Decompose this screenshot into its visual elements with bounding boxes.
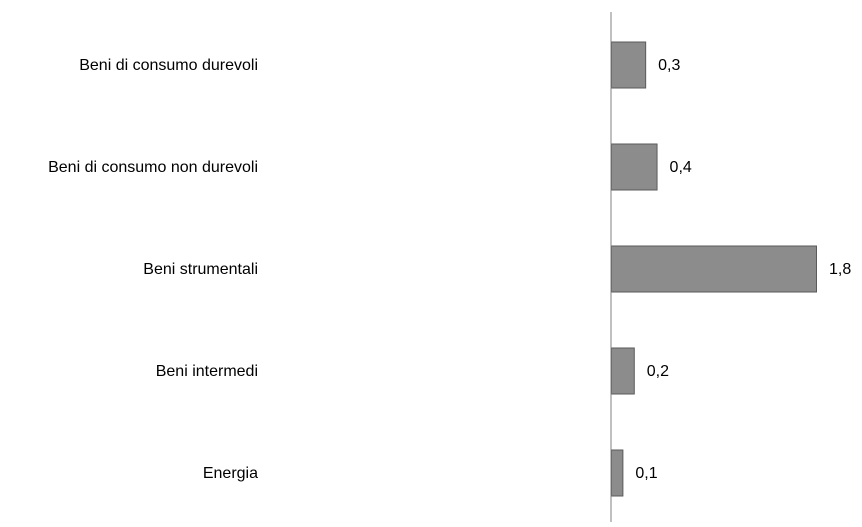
- labels-group: Beni di consumo durevoli 0,3 Beni di consu…: [48, 57, 851, 482]
- bar-3: [611, 245, 817, 293]
- value-label-3: 1,8: [829, 261, 851, 278]
- bar-4: [611, 347, 635, 395]
- bar-1: [611, 41, 647, 89]
- bars-group: [611, 41, 817, 497]
- bar-2: [611, 143, 658, 191]
- category-label-4: Beni intermedi: [156, 363, 258, 380]
- category-label-5: Energia: [203, 465, 258, 482]
- category-label-3: Beni strumentali: [143, 261, 258, 278]
- value-label-5: 0,1: [635, 465, 657, 482]
- value-label-2: 0,4: [670, 159, 692, 176]
- bar-5: [611, 449, 624, 497]
- value-label-4: 0,2: [647, 363, 669, 380]
- category-label-1: Beni di consumo durevoli: [79, 57, 258, 74]
- category-label-2: Beni di consumo non durevoli: [48, 159, 258, 176]
- value-label-1: 0,3: [658, 57, 680, 74]
